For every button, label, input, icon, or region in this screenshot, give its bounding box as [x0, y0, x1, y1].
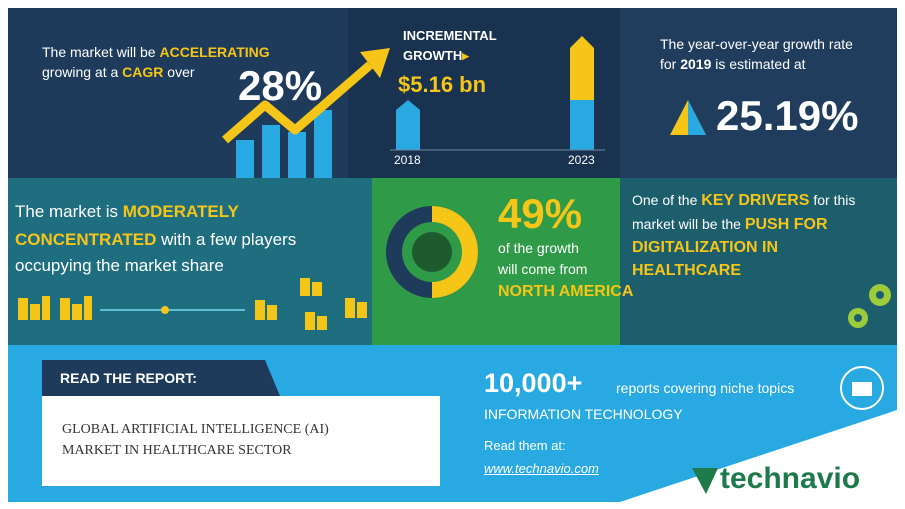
report-title: GLOBAL ARTIFICIAL INTELLIGENCE (AI): [62, 422, 329, 437]
yoy-value: 25.19%: [716, 92, 859, 139]
region-value: 49%: [498, 190, 583, 237]
growth-arrow: [222, 61, 373, 144]
report-banner-text: READ THE REPORT:: [60, 370, 197, 386]
text: INCREMENTAL: [403, 28, 497, 43]
text: over: [167, 64, 195, 80]
text: One of the: [632, 192, 698, 208]
text: The market will be: [42, 44, 156, 60]
triangle-icon: [688, 100, 706, 135]
text: reports covering niche topics: [616, 380, 795, 396]
text-line: GROWTH▸: [403, 48, 469, 63]
topic: INFORMATION TECHNOLOGY: [484, 406, 683, 422]
text: market will be the: [632, 216, 741, 232]
text: of the growth: [498, 240, 579, 256]
report-box: [42, 396, 440, 486]
region-name: NORTH AMERICA: [498, 283, 634, 300]
report-title: MARKET IN HEALTHCARE SECTOR: [62, 443, 292, 458]
text: will come from: [498, 261, 588, 277]
bar-cap: [396, 100, 420, 110]
rising-bars: [236, 110, 332, 178]
report-banner: [42, 360, 280, 396]
highlight: CONCENTRATED: [15, 230, 157, 249]
growth-value: $5.16 bn: [398, 72, 487, 97]
bar-2023: [570, 100, 594, 150]
panel: [620, 8, 897, 178]
highlight: CAGR: [122, 64, 164, 80]
text-line: market will be the PUSH FOR: [632, 216, 828, 234]
connector-dot: [161, 306, 169, 314]
topic-icon: [840, 366, 884, 410]
text-line: The market will be ACCELERATING: [42, 44, 270, 60]
text-line: CONCENTRATED with a few players: [15, 230, 296, 250]
building-icons: [18, 278, 367, 330]
bar-2018: [396, 110, 420, 150]
text: Read them at:: [484, 438, 566, 453]
text: occupying the market share: [15, 256, 224, 275]
bar-increment: [570, 48, 594, 100]
url-link[interactable]: www.technavio.com: [484, 461, 599, 476]
text: is estimated at: [715, 56, 806, 72]
report-count: 10,000+: [484, 368, 583, 398]
year-label: 2023: [568, 153, 595, 167]
text: The year-over-year growth rate: [660, 36, 853, 52]
logo-mark: [692, 468, 718, 494]
text-line: The market is MODERATELY: [15, 202, 239, 222]
highlight: ACCELERATING: [159, 44, 270, 60]
text-line: for 2019 is estimated at: [660, 56, 806, 72]
text-line: One of the KEY DRIVERS for this: [632, 192, 855, 210]
text: growing at a: [42, 64, 119, 80]
highlight: DIGITALIZATION IN: [632, 239, 779, 256]
highlight: KEY DRIVERS: [701, 192, 810, 209]
brand-logo: technavio: [720, 462, 861, 495]
logo-backdrop: [620, 410, 897, 502]
cagr-value: 28%: [238, 62, 323, 109]
text: for: [660, 56, 677, 72]
donut-hole: [412, 232, 452, 272]
highlight: 2019: [680, 56, 712, 72]
year-label: 2018: [394, 153, 421, 167]
highlight: MODERATELY: [122, 202, 239, 221]
text: for this: [813, 192, 856, 208]
highlight: HEALTHCARE: [632, 262, 742, 279]
text-line: growing at a CAGR over: [42, 64, 195, 80]
text: The market is: [15, 202, 118, 221]
text: with a few players: [161, 230, 297, 249]
topic-icon: [852, 382, 872, 396]
highlight: PUSH FOR: [744, 216, 828, 233]
text: GROWTH: [403, 48, 463, 63]
arrow-head: [360, 48, 390, 78]
bar-cap: [570, 36, 594, 48]
